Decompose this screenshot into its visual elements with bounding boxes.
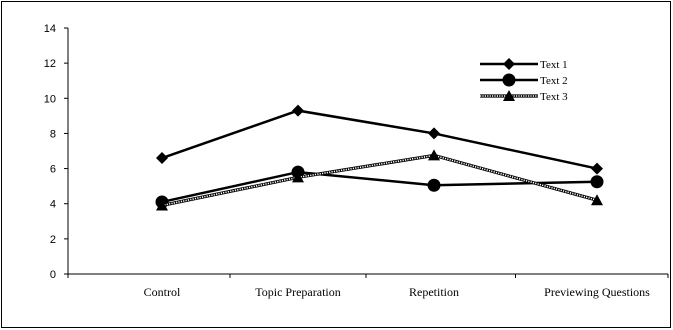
legend-item: Text 1 <box>480 58 568 71</box>
series-text-3 <box>156 149 603 211</box>
series-line <box>161 154 598 207</box>
x-category-label: Previewing Questions <box>544 285 650 299</box>
y-tick-label: 4 <box>50 199 56 211</box>
legend-label: Text 1 <box>540 59 568 71</box>
legend-label: Text 3 <box>540 91 568 103</box>
data-point <box>428 149 440 161</box>
data-point <box>591 162 603 175</box>
series-text-2 <box>155 165 604 209</box>
data-point <box>156 152 168 165</box>
x-category-label: Repetition <box>409 285 459 299</box>
x-category-label: Control <box>144 285 181 299</box>
y-tick-label: 12 <box>44 58 56 70</box>
data-point <box>292 171 304 183</box>
data-point <box>428 127 440 140</box>
legend-item: Text 2 <box>480 73 568 87</box>
series-layer <box>155 104 604 211</box>
axes: 0 2 4 6 8 10 12 14 Control Topic Preparation Repet… <box>44 23 669 299</box>
legend-marker <box>503 90 515 101</box>
y-tick-label: 14 <box>44 23 56 35</box>
data-point <box>292 104 304 117</box>
data-point <box>156 199 168 211</box>
y-tick-label: 2 <box>50 234 56 246</box>
legend-item: Text 3 <box>480 90 568 103</box>
y-tick-label: 6 <box>50 164 56 176</box>
legend-marker <box>503 58 515 70</box>
y-tick-label: 8 <box>50 128 56 140</box>
series-line <box>161 109 598 170</box>
series-text-1 <box>156 104 603 175</box>
legend-marker <box>502 73 516 87</box>
legend: Text 1 Text 2 Text 3 <box>480 58 568 103</box>
y-tick-label: 10 <box>44 93 56 105</box>
data-point <box>591 194 603 206</box>
data-point <box>427 178 441 192</box>
legend-label: Text 2 <box>540 75 568 87</box>
x-category-label: Topic Preparation <box>255 285 340 299</box>
series-line <box>161 170 598 204</box>
y-tick-label: 0 <box>50 269 56 281</box>
data-point <box>590 175 604 189</box>
